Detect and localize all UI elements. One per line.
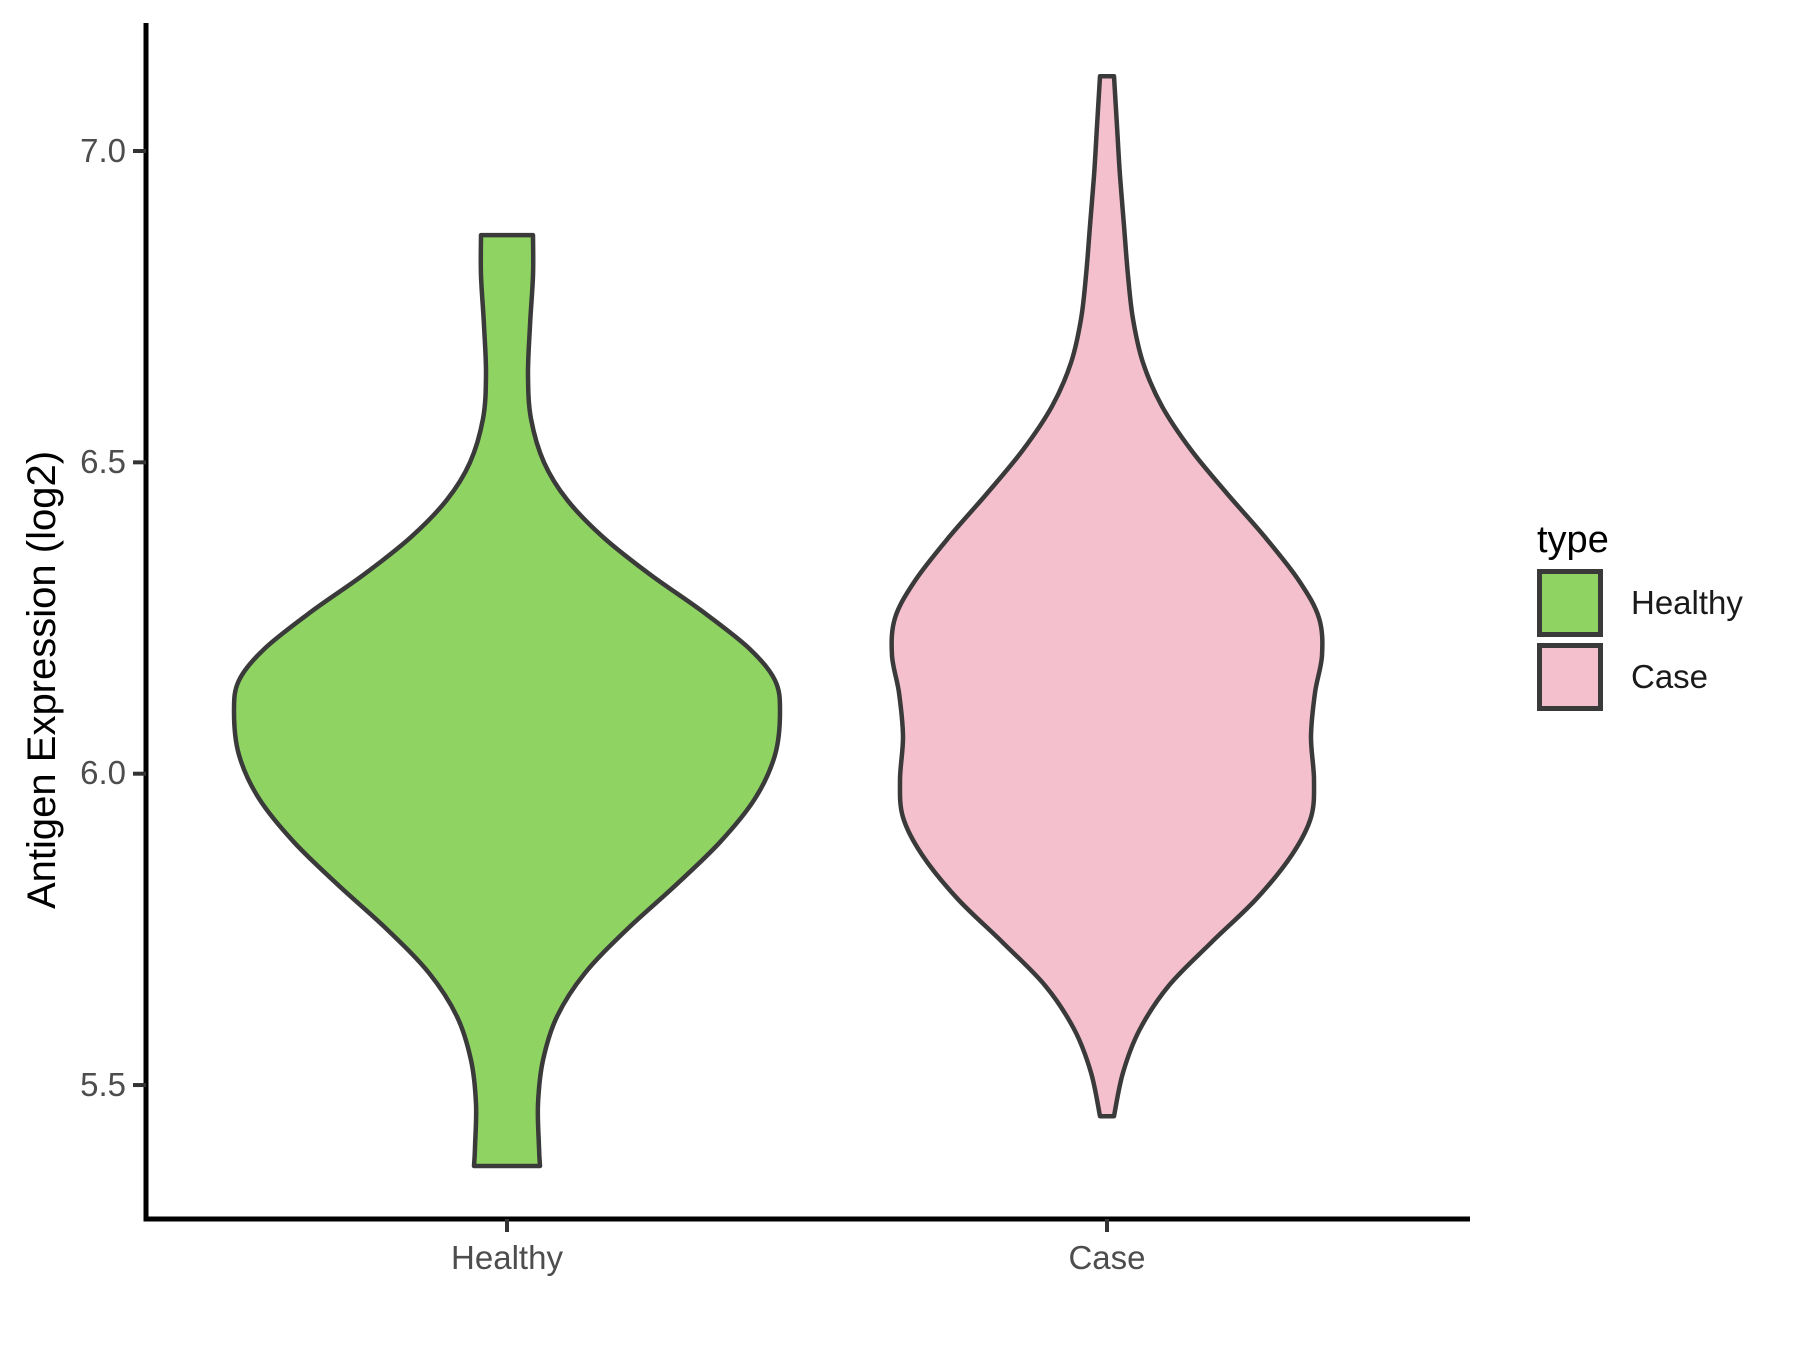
axis-lines <box>143 23 1470 1222</box>
y-tick-label-5.5: 5.5 <box>80 1066 126 1103</box>
legend: type Healthy Case <box>1537 520 1797 714</box>
legend-label-case: Case <box>1631 658 1709 695</box>
legend-row-healthy: Healthy <box>1537 566 1797 640</box>
legend-key-case-swatch <box>1537 643 1603 711</box>
violin-healthy <box>231 232 783 1169</box>
y-tick-label-6.5: 6.5 <box>80 443 126 480</box>
violin-case <box>889 74 1325 1119</box>
x-tick-label-healthy: Healthy <box>451 1239 563 1276</box>
y-tick-label-7.0: 7.0 <box>80 132 126 169</box>
legend-key-healthy-swatch <box>1537 569 1603 637</box>
x-tick-label-case: Case <box>1068 1239 1146 1276</box>
y-tick-label-6.0: 6.0 <box>80 754 126 791</box>
legend-row-case: Case <box>1537 640 1797 714</box>
y-axis-title: Antigen Expression (log2) <box>20 450 64 910</box>
legend-title: type <box>1537 519 1609 561</box>
legend-label-healthy: Healthy <box>1631 584 1743 621</box>
